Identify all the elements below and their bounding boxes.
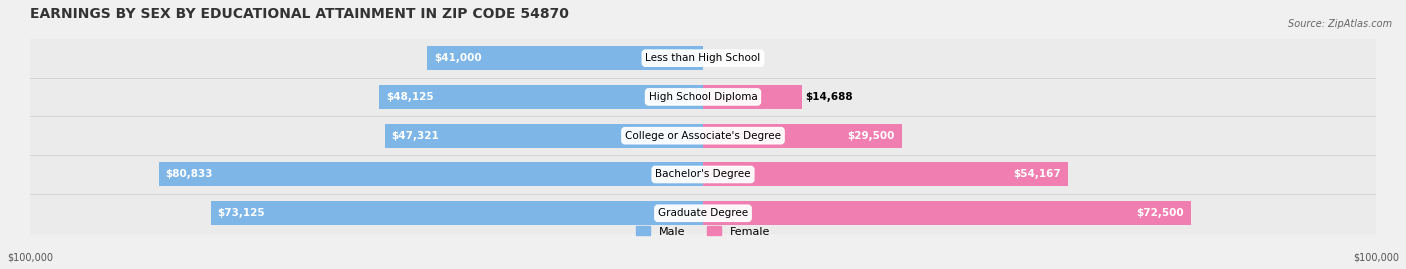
Text: $80,833: $80,833 <box>166 169 214 179</box>
Text: Bachelor's Degree: Bachelor's Degree <box>655 169 751 179</box>
Text: $48,125: $48,125 <box>385 92 433 102</box>
Bar <box>30 155 1376 194</box>
Bar <box>30 194 1376 233</box>
Bar <box>703 162 1067 186</box>
Text: $29,500: $29,500 <box>848 131 894 141</box>
Text: College or Associate's Degree: College or Associate's Degree <box>626 131 780 141</box>
Text: EARNINGS BY SEX BY EDUCATIONAL ATTAINMENT IN ZIP CODE 54870: EARNINGS BY SEX BY EDUCATIONAL ATTAINMEN… <box>30 7 569 21</box>
Text: Less than High School: Less than High School <box>645 53 761 63</box>
Text: $0: $0 <box>706 53 721 63</box>
Bar <box>703 85 801 109</box>
Bar <box>211 201 703 225</box>
Bar <box>159 162 703 186</box>
Bar <box>380 85 703 109</box>
Text: $41,000: $41,000 <box>434 53 481 63</box>
Bar <box>703 124 901 148</box>
Bar <box>30 77 1376 116</box>
Text: Graduate Degree: Graduate Degree <box>658 208 748 218</box>
Bar <box>427 46 703 70</box>
Bar <box>384 124 703 148</box>
Text: $47,321: $47,321 <box>391 131 439 141</box>
Text: Source: ZipAtlas.com: Source: ZipAtlas.com <box>1288 19 1392 29</box>
Bar <box>703 201 1191 225</box>
Bar <box>30 39 1376 77</box>
Text: $73,125: $73,125 <box>218 208 266 218</box>
Text: High School Diploma: High School Diploma <box>648 92 758 102</box>
Text: $14,688: $14,688 <box>806 92 853 102</box>
Bar <box>30 116 1376 155</box>
Text: $72,500: $72,500 <box>1136 208 1184 218</box>
Legend: Male, Female: Male, Female <box>631 222 775 241</box>
Text: $54,167: $54,167 <box>1014 169 1062 179</box>
